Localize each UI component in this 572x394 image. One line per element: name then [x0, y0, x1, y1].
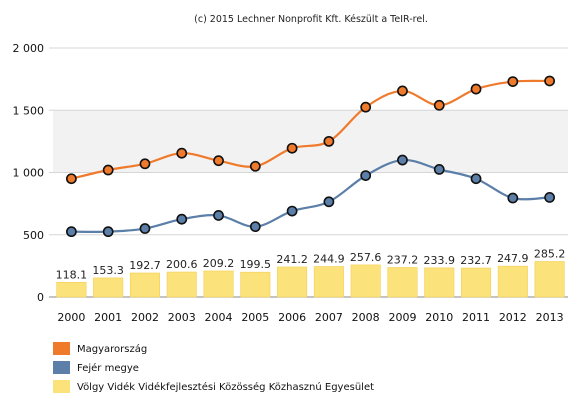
- bar: [424, 267, 455, 298]
- bar-value-label: 237.2: [387, 253, 419, 266]
- chart-credit: (c) 2015 Lechner Nonprofit Kft. Készült …: [194, 14, 428, 25]
- line-point: [102, 164, 114, 176]
- bar: [129, 272, 160, 298]
- x-tick-label: 2009: [388, 311, 416, 324]
- line-point: [249, 221, 261, 233]
- bar-value-label: 232.7: [460, 254, 492, 267]
- line-point: [102, 226, 114, 238]
- y-axis-ticks: 0 500 1 000 1 500 2 000: [13, 42, 45, 304]
- x-tick-label: 2008: [352, 311, 380, 324]
- y-tick-label: 2 000: [13, 42, 45, 55]
- bar-value-label: 192.7: [129, 259, 161, 272]
- line-point: [507, 76, 519, 88]
- bar: [461, 267, 492, 298]
- line-point: [397, 154, 408, 166]
- bar-value-label: 209.2: [203, 257, 235, 270]
- x-axis-ticks: 2000 2001 2002 2003 2004 2005 2006 2007 2008 2009…: [57, 311, 563, 324]
- line-point: [286, 142, 298, 154]
- y-tick-label: 500: [23, 229, 44, 242]
- x-tick-label: 2001: [94, 311, 122, 324]
- line-point: [544, 75, 556, 87]
- line-point: [65, 173, 77, 185]
- legend-label: Magyarország: [77, 343, 147, 355]
- bar: [350, 264, 381, 298]
- y-tick-label: 1 500: [13, 104, 45, 117]
- line-point: [470, 83, 482, 95]
- bar-value-label: 247.9: [497, 252, 529, 265]
- line-point: [507, 192, 519, 204]
- bar: [534, 261, 565, 298]
- legend: Magyarország Fejér megye Völgy Vidék Vidék…: [53, 342, 374, 393]
- x-tick-label: 2006: [278, 311, 306, 324]
- bar-value-label: 241.2: [276, 253, 308, 266]
- x-tick-label: 2010: [425, 311, 453, 324]
- line-point: [360, 170, 372, 182]
- line-point: [213, 210, 224, 221]
- bar: [240, 271, 271, 298]
- line-point: [176, 213, 188, 225]
- line-point: [249, 160, 261, 172]
- bar-value-labels: 118.1 153.3 192.7 200.6 209.2 199.5 241.2 244.9…: [56, 247, 566, 281]
- bar: [203, 270, 234, 298]
- bar: [277, 266, 308, 298]
- legend-swatch: [53, 380, 70, 393]
- line-point: [433, 163, 445, 175]
- bar: [387, 267, 418, 298]
- legend-label: Völgy Vidék Vidékfejlesztési Közösség Kö…: [77, 381, 374, 393]
- legend-swatch: [53, 361, 70, 374]
- bar-value-label: 200.6: [166, 258, 198, 271]
- bar-value-label: 118.1: [56, 268, 88, 281]
- x-tick-label: 2011: [462, 311, 490, 324]
- x-tick-label: 2005: [241, 311, 269, 324]
- y-tick-label: 0: [37, 291, 44, 304]
- x-tick-label: 2002: [131, 311, 159, 324]
- line-point: [323, 135, 335, 147]
- line-point: [433, 99, 445, 111]
- line-point: [65, 226, 77, 238]
- plot-background: [53, 110, 568, 173]
- x-tick-label: 2004: [205, 311, 233, 324]
- line-point: [213, 155, 224, 167]
- x-tick-label: 2000: [57, 311, 85, 324]
- line-point: [139, 158, 151, 170]
- line-point: [176, 147, 188, 159]
- line-point: [323, 196, 335, 208]
- line-point: [286, 205, 298, 217]
- bar: [313, 266, 344, 298]
- bar-series: [56, 261, 565, 298]
- y-tick-label: 1 000: [13, 167, 45, 180]
- line-point: [470, 173, 482, 185]
- bar-value-label: 233.9: [424, 254, 456, 267]
- x-tick-label: 2003: [168, 311, 196, 324]
- bar-value-label: 199.5: [240, 258, 272, 271]
- line-point: [544, 191, 556, 203]
- bar-value-label: 244.9: [313, 253, 345, 266]
- bar-value-label: 153.3: [92, 264, 124, 277]
- x-tick-label: 2007: [315, 311, 343, 324]
- plot-band: [53, 110, 568, 173]
- x-tick-label: 2013: [536, 311, 564, 324]
- bar: [166, 271, 197, 298]
- bar-value-label: 257.6: [350, 251, 382, 264]
- legend-label: Fejér megye: [77, 362, 139, 374]
- line-points: [65, 75, 556, 238]
- bar: [497, 265, 528, 298]
- bar-value-label: 285.2: [534, 247, 566, 260]
- bar: [93, 277, 124, 298]
- x-tick-label: 2012: [499, 311, 527, 324]
- line-point: [397, 85, 408, 97]
- legend-swatch: [53, 342, 70, 355]
- line-point: [360, 101, 372, 113]
- line-point: [139, 223, 151, 234]
- bar: [56, 281, 87, 298]
